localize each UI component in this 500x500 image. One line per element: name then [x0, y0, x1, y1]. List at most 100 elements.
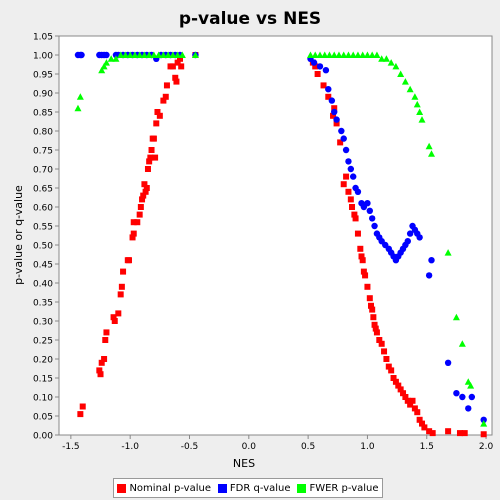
data-point-fdr: [103, 51, 110, 59]
data-point-nominal: [330, 112, 337, 119]
y-tick-label: 0.35: [33, 299, 53, 309]
legend-swatch-fdr: [217, 483, 227, 493]
data-point-nominal: [141, 181, 148, 188]
y-tick-label: 0.85: [33, 109, 53, 119]
data-point-nominal: [404, 397, 411, 404]
data-point-fdr: [322, 67, 330, 74]
data-point-nominal: [345, 188, 352, 195]
data-point-fwer: [359, 51, 367, 58]
data-point-nominal: [402, 394, 409, 400]
data-point-nominal: [411, 405, 418, 412]
x-tick-label: 1.0: [360, 442, 375, 452]
x-tick-label: 0.5: [301, 442, 315, 452]
data-point-nominal: [421, 424, 428, 431]
data-point-nominal: [366, 295, 373, 302]
data-point-fwer: [74, 104, 82, 112]
data-point-nominal: [101, 356, 108, 362]
data-point-nominal: [147, 154, 154, 161]
data-point-nominal: [314, 71, 321, 77]
data-point-nominal: [360, 268, 367, 275]
data-point-fdr: [425, 272, 433, 279]
data-point-nominal: [160, 97, 167, 104]
data-point-nominal: [139, 196, 146, 203]
y-tick-label: 0.55: [33, 223, 53, 233]
data-point-fdr: [444, 359, 452, 366]
data-point-fwer: [335, 51, 343, 58]
data-point-fwer: [344, 51, 352, 58]
data-point-fwer: [392, 62, 400, 70]
data-point-fwer: [131, 51, 139, 58]
data-point-fdr: [465, 405, 472, 412]
data-point-nominal: [392, 378, 399, 385]
data-point-fdr: [459, 393, 466, 401]
data-point-fwer: [382, 55, 390, 62]
data-point-nominal: [383, 356, 390, 362]
y-tick-label: 0.95: [33, 71, 53, 81]
data-point-nominal: [456, 430, 463, 437]
y-tick-label: 0.40: [33, 280, 53, 290]
data-point-nominal: [381, 348, 388, 355]
data-point-nominal: [154, 109, 161, 115]
legend-item-fwer: FWER p-value: [297, 482, 379, 494]
data-point-fwer: [464, 378, 472, 385]
y-axis-label: p-value or q-value: [12, 185, 25, 285]
data-point-nominal: [152, 154, 159, 161]
series-0: [77, 52, 487, 438]
data-point-nominal: [364, 283, 371, 290]
legend-label-fwer: FWER p-value: [309, 482, 379, 494]
data-point-fwer: [378, 55, 386, 62]
data-point-fdr: [338, 127, 345, 135]
data-point-nominal: [373, 329, 380, 336]
data-point-fwer: [306, 51, 314, 58]
data-point-fwer: [444, 249, 452, 256]
data-point-nominal: [367, 302, 374, 309]
y-tick-label: 1.05: [33, 33, 53, 43]
data-point-nominal: [143, 185, 150, 191]
y-tick-label: 0.50: [33, 242, 53, 252]
data-point-nominal: [333, 120, 340, 127]
data-point-fwer: [169, 51, 177, 58]
legend-swatch-fwer: [297, 483, 307, 493]
x-axis-label: NES: [233, 457, 255, 470]
data-point-fdr: [354, 188, 362, 195]
x-tick-label: -0.5: [181, 442, 199, 452]
data-point-fwer: [150, 51, 158, 58]
data-point-fwer: [140, 51, 148, 58]
y-tick-label: 0.90: [33, 90, 53, 100]
data-point-fwer: [126, 51, 134, 58]
data-point-fwer: [340, 51, 348, 58]
data-point-fwer: [330, 51, 338, 58]
data-point-fwer: [458, 340, 466, 347]
data-point-nominal: [178, 63, 185, 70]
data-point-nominal: [414, 409, 421, 416]
data-point-nominal: [156, 112, 163, 119]
data-point-nominal: [359, 257, 366, 264]
y-axis: 0.00 0.05 0.10 0.15 0.20 0.25 0.30 0.35 0.40 0.45…: [33, 33, 59, 442]
data-point-fwer: [311, 51, 319, 58]
data-point-fwer: [397, 70, 405, 77]
data-point-nominal: [409, 397, 416, 404]
data-point-fdr: [428, 257, 435, 264]
data-point-nominal: [362, 272, 369, 279]
data-point-nominal: [103, 329, 110, 336]
legend-swatch-nominal: [117, 483, 127, 493]
y-tick-label: 0.15: [33, 375, 53, 385]
data-point-nominal: [148, 147, 155, 153]
data-point-nominal: [140, 192, 147, 199]
data-point-nominal: [162, 93, 169, 100]
data-point-fwer: [368, 51, 376, 58]
data-point-fdr: [345, 158, 352, 165]
data-point-nominal: [370, 314, 377, 321]
data-point-fdr: [342, 146, 350, 154]
data-point-nominal: [118, 283, 125, 290]
data-point-fdr: [416, 234, 423, 241]
data-point-nominal: [77, 411, 84, 418]
data-point-nominal: [320, 82, 327, 89]
data-point-nominal: [358, 253, 365, 260]
x-tick-label: 2.0: [479, 442, 494, 452]
data-point-nominal: [445, 428, 452, 435]
data-point-nominal: [144, 166, 151, 172]
data-point-nominal: [79, 403, 86, 410]
data-point-fdr: [480, 416, 487, 423]
